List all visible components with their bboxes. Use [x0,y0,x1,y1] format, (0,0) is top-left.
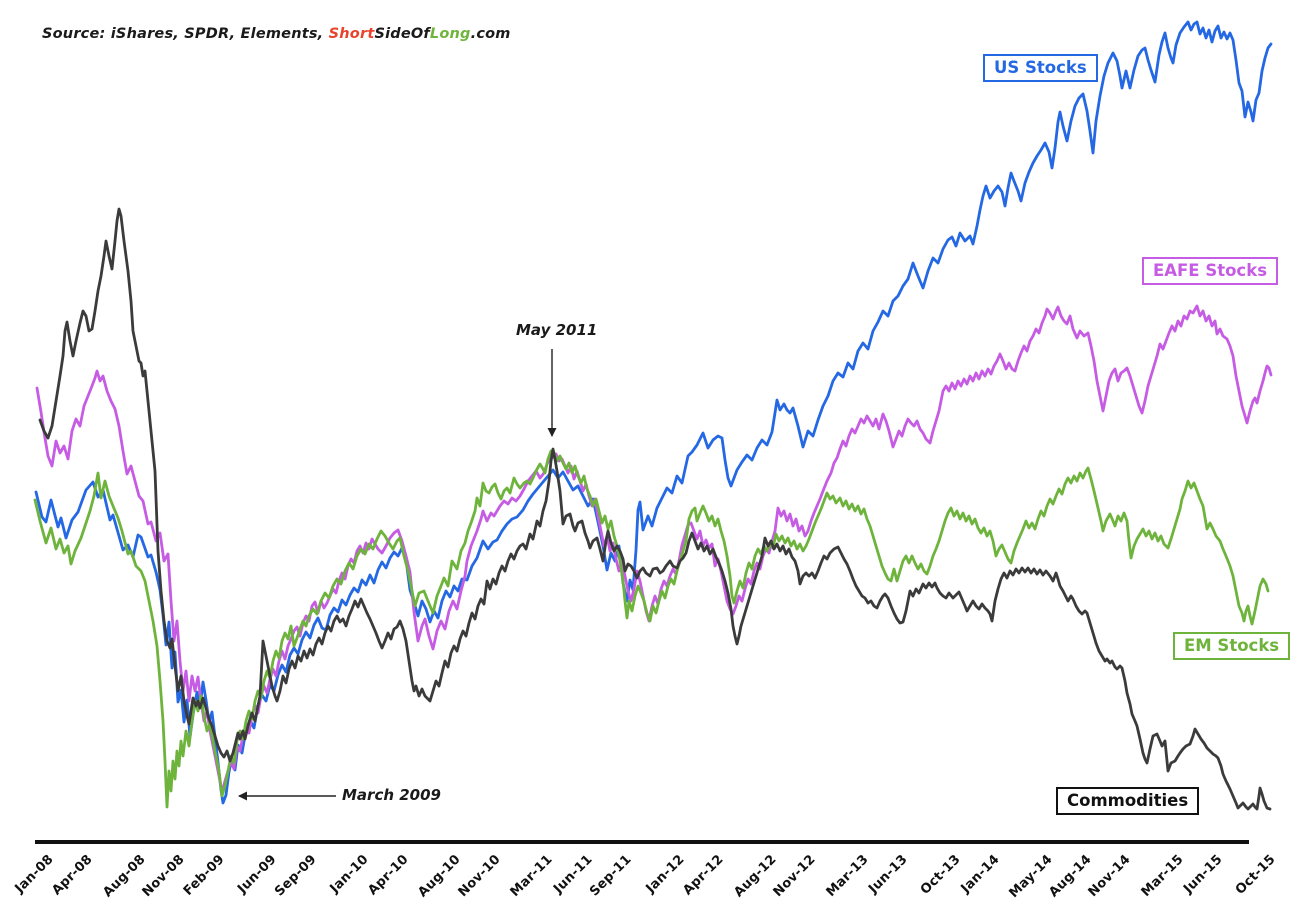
legend-eafe-stocks: EAFE Stocks [1142,257,1279,285]
source-text-segment: Source: iShares, SPDR, Elements, [42,26,329,42]
source-attribution: Source: iShares, SPDR, Elements, ShortSi… [42,26,511,42]
series-line-commodities [38,207,1272,811]
annotation-arrow-march-2009 [238,791,336,801]
series-line-us-stocks [34,20,1273,805]
source-text-segment: SideOf [374,26,430,42]
annotation-arrow-may-2011 [547,349,557,437]
legend-us-stocks: US Stocks [983,54,1098,82]
legend-commodities: Commodities [1056,787,1200,815]
source-text-segment: Long [429,26,471,42]
x-axis-line [35,840,1249,844]
series-line-eafe-stocks [35,304,1273,794]
source-text-segment: .com [470,26,511,42]
annotation-text-may-2011: May 2011 [516,321,598,339]
legend-em-stocks: EM Stocks [1173,632,1291,660]
annotation-text-march-2009: March 2009 [342,786,441,804]
source-text-segment: Short [328,26,375,42]
